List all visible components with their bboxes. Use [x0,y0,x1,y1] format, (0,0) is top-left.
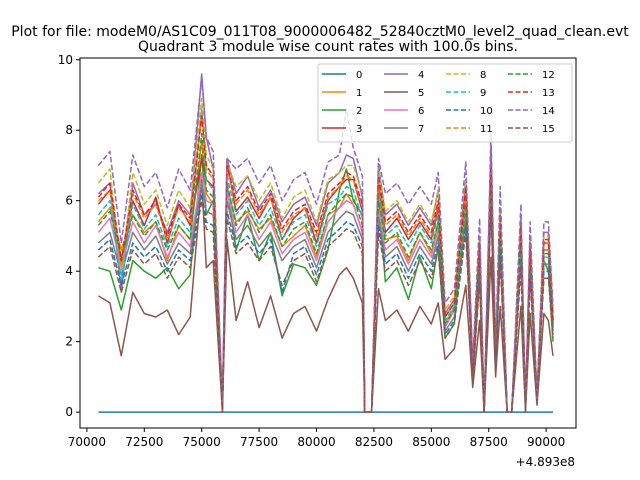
legend-label-5: 5 [418,88,424,99]
x-tick-label: 70000 [68,435,106,449]
x-tick-label: 87500 [470,435,508,449]
x-offset-label: +4.893e8 [516,455,575,469]
legend-label-7: 7 [418,124,424,135]
x-tick-label: 82500 [355,435,393,449]
legend-label-10: 10 [480,106,493,117]
legend-label-9: 9 [480,88,486,99]
legend-label-15: 15 [542,124,555,135]
legend-label-2: 2 [356,106,362,117]
axes-frame [79,57,577,429]
y-tick-label: 2 [65,335,73,349]
y-axis: 0 2 4 6 8 10 [58,53,80,419]
figure-suptitle: Plot for file: modeM0/AS1C09_011T08_9000… [11,24,629,40]
legend-label-11: 11 [480,124,493,135]
legend-label-6: 6 [418,106,424,117]
series-line-15 [97,199,554,413]
legend-label-4: 4 [418,70,424,81]
series-line-10 [97,192,554,413]
y-tick-label: 8 [65,123,73,137]
chart-title: Quadrant 3 module wise count rates with … [138,39,518,55]
x-tick-label: 72500 [125,435,163,449]
legend-label-0: 0 [356,70,362,81]
legend-label-14: 14 [542,106,555,117]
series-line-13 [97,115,554,413]
legend-label-8: 8 [480,70,486,81]
y-tick-label: 4 [65,264,73,278]
y-tick-label: 6 [65,194,73,208]
legend-label-12: 12 [542,70,555,81]
x-tick-label: 75000 [183,435,221,449]
x-tick-label: 80000 [297,435,335,449]
x-axis: 70000 72500 75000 77500 80000 82500 85000 87500… [68,428,565,449]
legend-label-13: 13 [542,88,555,99]
plot-area: 70000 72500 75000 77500 80000 82500 85000 87500… [58,53,577,469]
x-tick-label: 85000 [412,435,450,449]
y-tick-label: 10 [58,53,73,67]
legend-label-1: 1 [356,88,362,99]
y-tick-label: 0 [65,405,73,419]
legend-box [317,63,573,143]
x-tick-label: 90000 [527,435,565,449]
series-layer [97,73,554,413]
x-tick-label: 77500 [240,435,278,449]
legend-label-3: 3 [356,124,362,135]
